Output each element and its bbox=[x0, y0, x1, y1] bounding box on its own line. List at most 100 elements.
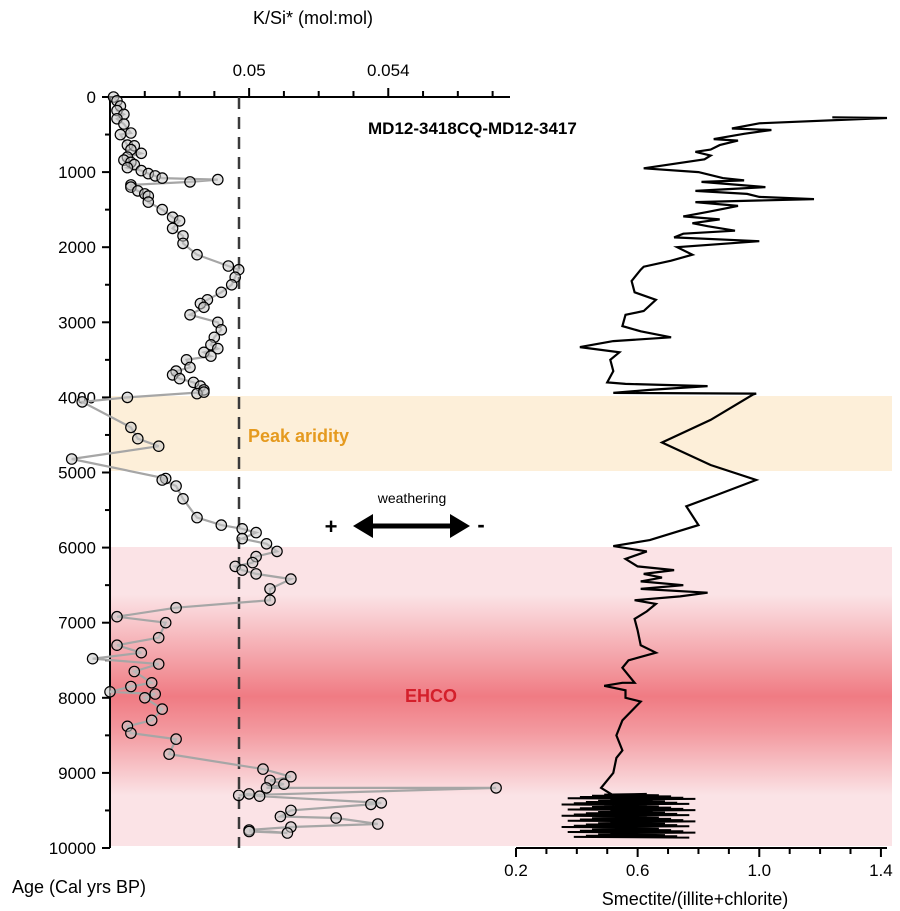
bottom-axis-title: Smectite/(illite+chlorite) bbox=[602, 889, 789, 909]
ks-point bbox=[191, 511, 203, 524]
ks-point bbox=[159, 616, 172, 629]
smectite-tick-label: 0.6 bbox=[626, 861, 650, 880]
weathering-arrow bbox=[353, 514, 470, 538]
ks-point bbox=[264, 583, 276, 595]
ks-point bbox=[177, 237, 189, 250]
ks-point bbox=[212, 342, 224, 355]
ks-point bbox=[281, 827, 294, 839]
ks-point bbox=[253, 790, 266, 802]
ks-point bbox=[205, 350, 217, 362]
ehco-band bbox=[110, 547, 892, 846]
ks-point bbox=[166, 222, 179, 235]
ks-series bbox=[65, 91, 502, 839]
smectite-tick-label: 1.4 bbox=[869, 861, 893, 880]
ks-point bbox=[278, 778, 290, 790]
ks-point bbox=[250, 568, 262, 580]
ks-point bbox=[243, 788, 255, 800]
weathering-label: weathering bbox=[377, 490, 447, 506]
ks-point bbox=[163, 748, 175, 760]
ks-point bbox=[86, 652, 99, 665]
ks-point bbox=[121, 161, 134, 174]
ks-point bbox=[170, 733, 182, 745]
ks-point bbox=[128, 665, 141, 678]
ks-point bbox=[125, 421, 137, 434]
ks-point bbox=[118, 118, 130, 130]
age-tick-label: 8000 bbox=[58, 689, 96, 708]
ks-point bbox=[215, 519, 228, 531]
ks-point bbox=[152, 631, 165, 644]
ks-point bbox=[184, 176, 196, 188]
ks-point bbox=[104, 685, 116, 698]
ks-axis: 0.05 0.054 bbox=[110, 61, 510, 98]
minus-label: - bbox=[477, 512, 484, 537]
age-tick-label: 0 bbox=[87, 88, 96, 107]
ks-point bbox=[285, 573, 297, 585]
ks-point bbox=[371, 818, 384, 830]
ks-point bbox=[111, 639, 123, 651]
ks-point bbox=[330, 812, 342, 824]
ks-point bbox=[170, 480, 182, 492]
ks-point bbox=[114, 128, 127, 141]
ks-point bbox=[490, 782, 502, 794]
ks-point bbox=[76, 396, 88, 408]
ks-point bbox=[152, 658, 165, 670]
ks-point bbox=[215, 286, 228, 299]
age-axis: 0100020003000400050006000700080009000100… bbox=[49, 88, 111, 858]
ks-point bbox=[65, 453, 78, 465]
plus-label: + bbox=[325, 514, 338, 539]
ks-point bbox=[212, 173, 224, 186]
ks-point bbox=[184, 361, 196, 374]
ks-point bbox=[173, 372, 186, 385]
ks-point bbox=[135, 646, 148, 659]
ks-point bbox=[142, 196, 155, 208]
ks-point bbox=[250, 526, 262, 539]
ks-point bbox=[191, 248, 203, 261]
smectite-line bbox=[579, 116, 888, 807]
ks-point bbox=[198, 386, 210, 398]
smectite-axis: 0.2 0.6 1.0 1.4 bbox=[504, 847, 893, 880]
peak-aridity-label: Peak aridity bbox=[248, 426, 349, 446]
ks-point bbox=[173, 215, 186, 227]
ks-point bbox=[177, 492, 189, 505]
ks-point bbox=[236, 532, 248, 545]
smectite-series bbox=[561, 116, 888, 839]
ks-point bbox=[232, 789, 245, 802]
ks-point bbox=[264, 594, 276, 606]
ks-point bbox=[149, 688, 161, 700]
top-axis-title: K/Si* (mol:mol) bbox=[253, 8, 373, 28]
ks-point bbox=[132, 432, 144, 445]
ks-point bbox=[125, 680, 137, 693]
ks-point bbox=[365, 798, 377, 811]
ks-tick-label: 0.05 bbox=[233, 61, 266, 80]
ks-point bbox=[184, 308, 196, 321]
ks-point bbox=[236, 564, 248, 576]
age-tick-label: 3000 bbox=[58, 313, 96, 332]
ks-point bbox=[135, 147, 148, 160]
ks-tick-label: 0.054 bbox=[367, 61, 410, 80]
age-tick-label: 2000 bbox=[58, 238, 96, 257]
ks-point bbox=[222, 260, 235, 272]
age-tick-label: 5000 bbox=[58, 464, 96, 483]
ks-point bbox=[156, 703, 168, 715]
core-label: MD12-3418CQ-MD12-3417 bbox=[368, 119, 577, 138]
ks-point bbox=[152, 440, 165, 452]
ks-point bbox=[285, 770, 297, 783]
age-tick-label: 6000 bbox=[58, 539, 96, 558]
smectite-tick-label: 0.2 bbox=[504, 861, 528, 880]
ks-point bbox=[125, 727, 137, 739]
ks-point bbox=[156, 172, 168, 184]
ks-point bbox=[145, 714, 158, 727]
ks-point bbox=[375, 797, 388, 809]
ks-point bbox=[260, 537, 273, 550]
ks-point bbox=[156, 203, 168, 216]
ks-point bbox=[170, 601, 182, 614]
ehco-label: EHCO bbox=[405, 686, 457, 706]
ks-point bbox=[145, 676, 158, 689]
ks-point bbox=[257, 763, 269, 775]
ks-point bbox=[243, 825, 255, 838]
age-tick-label: 1000 bbox=[58, 163, 96, 182]
ks-point bbox=[121, 391, 134, 404]
ks-point bbox=[156, 474, 168, 486]
ks-point bbox=[271, 545, 283, 558]
